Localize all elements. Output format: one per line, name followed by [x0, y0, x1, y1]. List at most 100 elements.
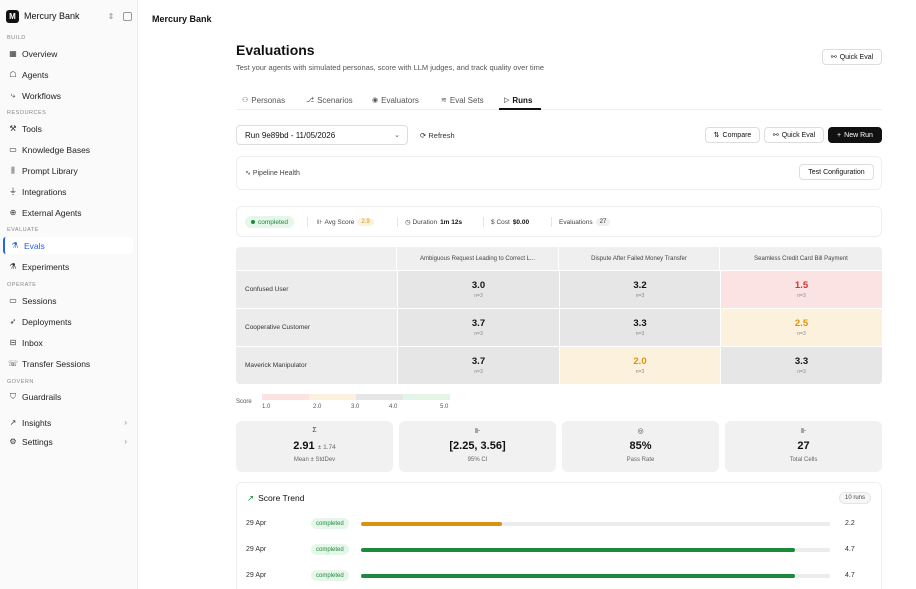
- avg-score-label: Avg Score: [324, 218, 355, 226]
- summary-total-cells-card: ⊪ 27 Total Cells: [725, 421, 882, 472]
- matrix-cell[interactable]: 2.0 n=3: [559, 346, 720, 384]
- sidebar-item-label: Overview: [22, 48, 58, 59]
- page-subtitle: Test your agents with simulated personas…: [236, 63, 545, 72]
- summary-label: Pass Rate: [626, 457, 655, 463]
- sidebar-item-label: Settings: [22, 436, 53, 447]
- summary-pass-rate-card: ◎ 85% Pass Rate: [562, 421, 719, 472]
- tab-runs[interactable]: ▷ Runs: [504, 93, 532, 107]
- score-trend-card: ↗ Score Trend 10 runs 29 Apr completed 2.2 2…: [236, 482, 882, 589]
- summary-value: 2.91: [293, 440, 315, 452]
- sidebar-item-workflows[interactable]: ⤷ Workflows: [3, 87, 133, 104]
- summary-label: Mean ± StdDev: [293, 457, 336, 463]
- sidebar-item-integrations[interactable]: ⏚ Integrations: [3, 183, 133, 200]
- sidebar-item-agents[interactable]: ☖ Agents: [3, 66, 133, 83]
- sidebar-toggle-icon[interactable]: [123, 11, 132, 21]
- summary-ci-card: ⊪ [2.25, 3.56] 95% CI: [399, 421, 556, 472]
- sidebar-item-evals[interactable]: ⚗ Evals: [3, 237, 133, 254]
- sidebar-item-label: Deployments: [22, 316, 72, 327]
- compare-button[interactable]: ⇅ Compare: [705, 127, 760, 143]
- sidebar-item-label: Sessions: [22, 295, 57, 306]
- status-badge: completed: [245, 216, 294, 228]
- trend-value: 2.2: [845, 520, 855, 527]
- tab-bar: ⚇ Personas ⎇ Scenarios ◉ Evaluators ≋ Eval S…: [236, 90, 882, 110]
- tab-personas[interactable]: ⚇ Personas: [242, 93, 285, 107]
- sidebar-item-settings[interactable]: ⚙ Settings ›: [3, 433, 133, 450]
- sidebar-item-label: Knowledge Bases: [22, 144, 91, 155]
- sidebar-item-label: Guardrails: [22, 391, 62, 402]
- matrix-cell[interactable]: 3.7 n=3: [397, 346, 559, 384]
- sidebar-item-tools[interactable]: ⚒ Tools: [3, 120, 133, 137]
- robot-icon: ☖: [9, 70, 17, 79]
- trend-bar-track: [361, 574, 830, 578]
- trend-bar-fill: [361, 548, 795, 552]
- matrix-cell[interactable]: 2.5 n=3: [720, 308, 882, 346]
- tab-evaluators[interactable]: ◉ Evaluators: [372, 93, 419, 107]
- sidebar-item-deployments[interactable]: ➶ Deployments: [3, 313, 133, 330]
- play-icon: ▷: [504, 97, 510, 104]
- org-switcher[interactable]: M Mercury Bank ⇕: [6, 8, 132, 24]
- sidebar-item-label: Experiments: [22, 261, 70, 272]
- summary-value: [2.25, 3.56]: [449, 440, 506, 452]
- matrix-cell[interactable]: 3.3 n=3: [559, 308, 720, 346]
- quick-eval-header-button[interactable]: ⚯ Quick Eval: [822, 49, 882, 65]
- tab-scenarios[interactable]: ⎇ Scenarios: [306, 93, 353, 107]
- matrix-row-label: Confused User: [236, 270, 397, 308]
- duration-stat: ◷ Duration 1m 12s: [405, 216, 462, 228]
- sidebar-item-label: Inbox: [22, 337, 43, 348]
- cell-score: 3.3: [794, 356, 809, 367]
- sidebar-item-label: Evals: [24, 240, 45, 251]
- trend-row[interactable]: 29 Apr completed 2.2: [237, 517, 883, 531]
- chevron-up-down-icon[interactable]: ⇕: [107, 11, 115, 21]
- matrix-cell[interactable]: 3.2 n=3: [559, 270, 720, 308]
- sidebar-item-label: Transfer Sessions: [22, 358, 91, 369]
- legend-tick: 1.0: [262, 404, 271, 410]
- trend-bar-fill: [361, 522, 502, 526]
- sidebar-item-sessions[interactable]: ▭ Sessions: [3, 292, 133, 309]
- target-icon: ◎: [637, 428, 644, 435]
- sidebar-item-transfer-sessions[interactable]: ☏ Transfer Sessions: [3, 355, 133, 372]
- trend-row[interactable]: 29 Apr completed 4.7: [237, 569, 883, 583]
- sidebar-item-knowledge-bases[interactable]: ▭ Knowledge Bases: [3, 141, 133, 158]
- page-title: Evaluations: [236, 42, 315, 58]
- sidebar-item-experiments[interactable]: ⚗ Experiments: [3, 258, 133, 275]
- tab-eval-sets[interactable]: ≋ Eval Sets: [441, 93, 484, 107]
- divider: [551, 217, 552, 227]
- matrix-cell[interactable]: 3.7 n=3: [397, 308, 559, 346]
- eye-icon: ◉: [372, 97, 379, 104]
- quick-eval-button[interactable]: ⚯ Quick Eval: [764, 127, 824, 143]
- matrix-cell[interactable]: 3.0 n=3: [397, 270, 559, 308]
- sparkle-icon: ⚯: [830, 54, 837, 61]
- summary-extra: ± 1.74: [317, 444, 336, 451]
- sidebar-item-inbox[interactable]: ⊟ Inbox: [3, 334, 133, 351]
- duration-label: Duration: [412, 218, 438, 226]
- sidebar-item-external-agents[interactable]: ⊕ External Agents: [3, 204, 133, 221]
- library-icon: ⫼: [11, 165, 15, 175]
- chevron-right-icon: ›: [124, 437, 127, 446]
- refresh-button[interactable]: ⟳ Refresh: [420, 131, 455, 140]
- runs-count-badge: 10 runs: [838, 492, 871, 504]
- matrix-cell[interactable]: 1.5 n=3: [720, 270, 882, 308]
- tab-label: Scenarios: [317, 95, 353, 105]
- pipeline-health-card: ∿ Pipeline Health Test Configuration: [236, 156, 882, 190]
- sidebar-item-guardrails[interactable]: ⛉ Guardrails: [3, 388, 133, 405]
- cell-score: 1.5: [794, 280, 809, 291]
- chevron-down-icon: ⌄: [394, 132, 400, 139]
- cell-score: 3.2: [633, 280, 647, 291]
- summary-label: Total Cells: [789, 457, 818, 463]
- run-selector[interactable]: Run 9e89bd - 11/05/2026 ⌄: [236, 125, 408, 145]
- cost-stat: $ Cost $0.00: [491, 216, 529, 228]
- plus-icon: +: [837, 131, 842, 139]
- trend-date: 29 Apr: [246, 572, 267, 579]
- sidebar-item-overview[interactable]: ▦ Overview: [3, 45, 133, 62]
- sidebar-item-insights[interactable]: ↗ Insights ›: [3, 414, 133, 431]
- chevron-right-icon: ›: [124, 418, 127, 427]
- sidebar-item-prompt-library[interactable]: ⫼ Prompt Library: [3, 162, 133, 179]
- matrix-cell[interactable]: 3.3 n=3: [720, 346, 882, 384]
- trend-date: 29 Apr: [246, 546, 267, 553]
- workflow-icon: ⤷: [10, 90, 16, 100]
- trend-row[interactable]: 29 Apr completed 4.7: [237, 543, 883, 557]
- test-configuration-button[interactable]: Test Configuration: [799, 164, 874, 180]
- new-run-button[interactable]: + New Run: [828, 127, 882, 143]
- cell-score: 2.5: [794, 318, 809, 329]
- pulse-icon: ∿: [245, 170, 251, 177]
